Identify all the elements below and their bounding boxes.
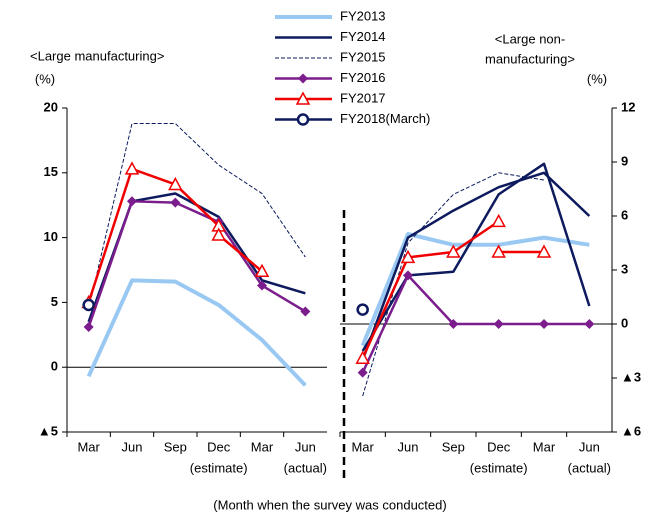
y-unit: (%)	[587, 71, 607, 86]
x-tick-label: Jun	[122, 439, 143, 454]
marker	[536, 244, 552, 258]
y-tick-label: 9	[621, 153, 628, 168]
legend-label: FY2016	[340, 70, 386, 85]
x-tick-label: Sep	[442, 439, 465, 454]
x-tick-label: Mar	[251, 439, 274, 454]
series-line	[361, 274, 590, 374]
x-tick-label: Jun	[295, 439, 316, 454]
panel-label: manufacturing>	[485, 51, 575, 66]
marker	[168, 176, 183, 191]
x-tick-label: Dec	[207, 439, 231, 454]
panel-label: <Large non-	[495, 31, 565, 46]
x-tick-label: Dec	[487, 439, 511, 454]
y-tick-label: 3	[621, 261, 628, 276]
x-tick-sublabel: (actual)	[284, 460, 327, 475]
marker	[257, 280, 267, 291]
x-axis-label: (Month when the survey was conducted)	[213, 497, 446, 512]
marker	[448, 319, 459, 329]
marker	[356, 303, 369, 316]
panel-label: <Large manufacturing>	[30, 48, 164, 63]
x-tick-label: Jun	[398, 439, 419, 454]
marker	[357, 367, 368, 378]
series-line	[361, 162, 591, 352]
marker	[584, 319, 595, 329]
y-tick-label: 10	[44, 229, 58, 244]
marker	[127, 196, 137, 207]
marker	[491, 244, 506, 258]
x-tick-label: Jun	[579, 439, 600, 454]
y-tick-label: 0	[51, 359, 58, 374]
legend-label: FY2015	[340, 49, 386, 64]
marker	[493, 319, 504, 329]
marker	[400, 249, 416, 264]
legend-label: FY2013	[340, 8, 386, 23]
marker	[403, 270, 413, 281]
x-tick-sublabel: (estimate)	[190, 460, 248, 475]
y-tick-label: 20	[44, 99, 58, 114]
marker	[211, 227, 226, 241]
series-line	[360, 232, 590, 347]
marker	[82, 298, 95, 312]
marker	[170, 197, 181, 208]
series-line	[361, 220, 500, 359]
y-tick-label: 0	[621, 315, 628, 330]
legend-label: FY2014	[340, 29, 386, 44]
y-tick-label: ▲3	[621, 369, 641, 384]
x-tick-label: Mar	[77, 439, 100, 454]
y-unit: (%)	[35, 71, 55, 86]
x-tick-label: Mar	[533, 439, 556, 454]
marker	[124, 161, 140, 175]
y-tick-label: 6	[621, 207, 628, 222]
marker	[491, 213, 506, 228]
marker	[295, 91, 311, 105]
marker	[83, 322, 94, 333]
marker	[296, 113, 310, 126]
marker	[298, 73, 308, 84]
y-tick-label: 5	[51, 294, 58, 309]
series-line	[87, 200, 306, 328]
x-tick-label: Mar	[351, 439, 374, 454]
y-tick-label: 15	[44, 164, 58, 179]
marker	[355, 350, 370, 364]
x-tick-label: Sep	[164, 439, 187, 454]
y-tick-label: ▲6	[621, 423, 641, 438]
legend-label: FY2017	[340, 90, 386, 105]
marker	[446, 244, 461, 258]
y-tick-label: 12	[621, 99, 635, 114]
marker	[300, 306, 311, 317]
series-line	[88, 123, 306, 309]
series-line	[87, 167, 220, 303]
series-line	[361, 171, 591, 361]
x-tick-sublabel: (estimate)	[470, 460, 528, 475]
series-line	[86, 278, 307, 387]
x-tick-sublabel: (actual)	[568, 460, 611, 475]
marker	[254, 263, 270, 278]
series-line	[362, 172, 545, 397]
marker	[539, 319, 549, 329]
y-tick-label: ▲5	[38, 423, 58, 438]
series-line	[217, 234, 263, 273]
legend-label: FY2018(March)	[340, 111, 430, 126]
